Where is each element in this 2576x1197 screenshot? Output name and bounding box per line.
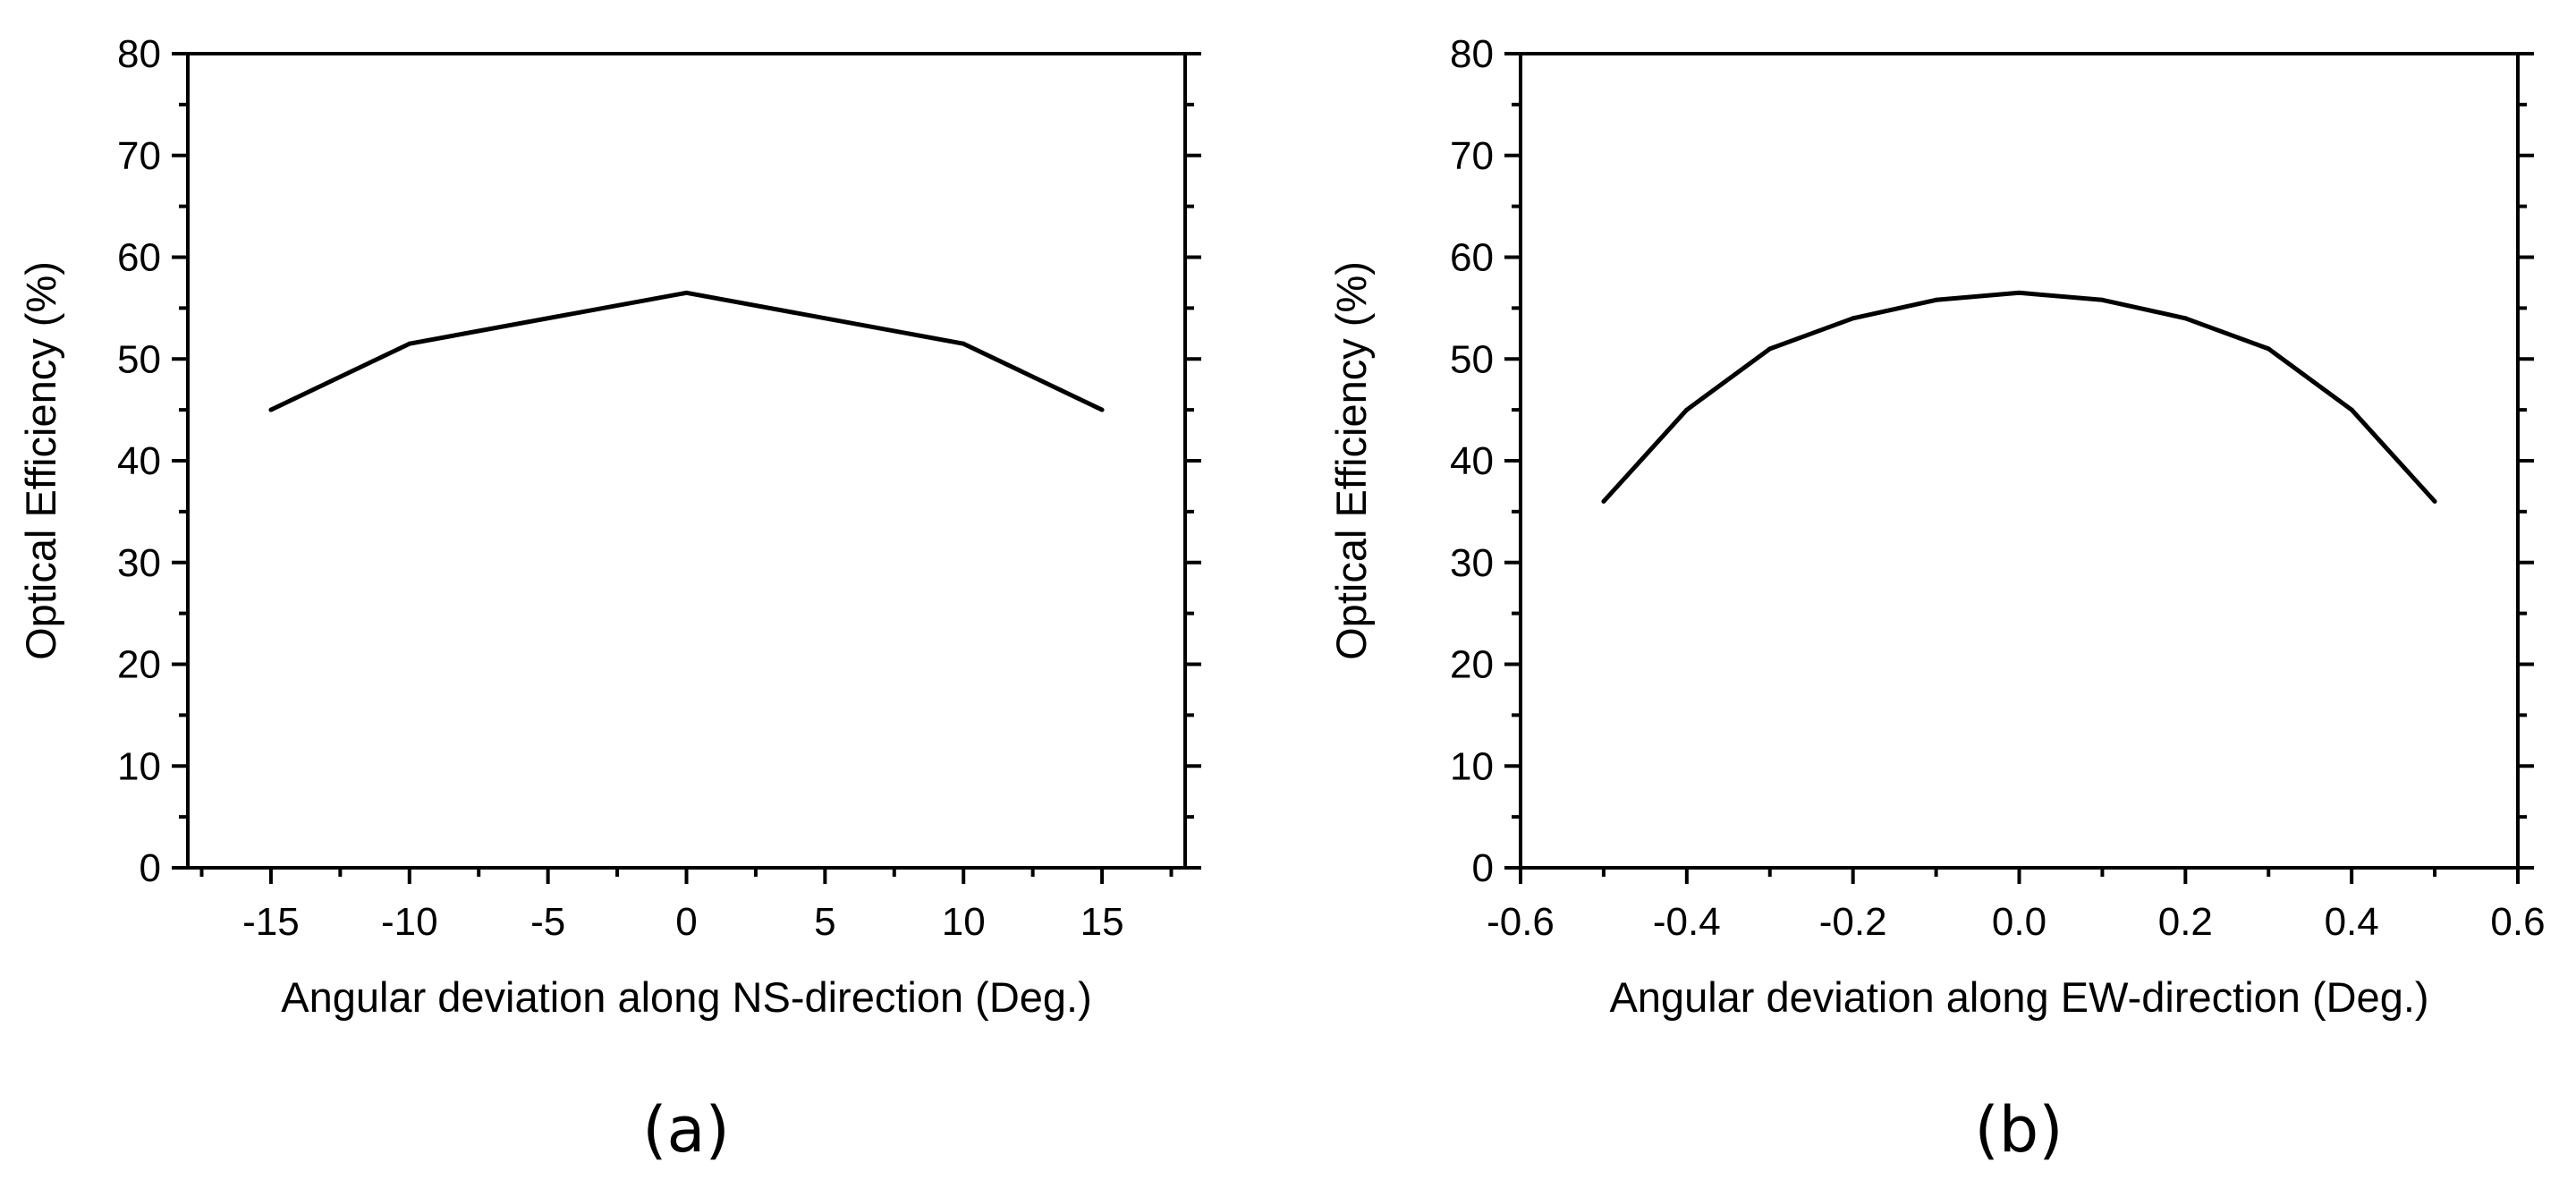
y-axis-label: Optical Efficiency (%) xyxy=(17,261,64,660)
x-tick-label: 0.6 xyxy=(2490,900,2545,944)
y-tick-label: 0 xyxy=(1472,846,1494,890)
x-tick-label: 15 xyxy=(1080,900,1124,944)
x-axis-label: Angular deviation along EW-direction (De… xyxy=(1609,973,2428,1021)
x-tick-label: 0 xyxy=(675,900,697,944)
y-tick-label: 0 xyxy=(140,846,161,890)
y-tick-label: 20 xyxy=(1450,643,1494,687)
data-point xyxy=(2432,499,2437,504)
x-axis-label: Angular deviation along NS-direction (De… xyxy=(281,973,1092,1021)
x-tick-label: 0.2 xyxy=(2158,900,2213,944)
y-tick-label: 50 xyxy=(1450,337,1494,381)
panel-label: (b) xyxy=(1974,1093,2063,1167)
data-point xyxy=(2349,407,2354,412)
data-point xyxy=(1684,407,1690,412)
y-tick-label: 80 xyxy=(1450,32,1494,76)
data-point xyxy=(2182,316,2188,321)
x-tick-label: 0.0 xyxy=(1992,900,2046,944)
y-tick-label: 10 xyxy=(1450,744,1494,788)
y-tick-label: 80 xyxy=(117,32,161,76)
data-point xyxy=(961,341,966,346)
x-tick-label: -15 xyxy=(242,900,300,944)
y-tick-label: 30 xyxy=(1450,541,1494,585)
data-point xyxy=(1099,407,1105,412)
data-point xyxy=(1601,499,1606,504)
x-tick-label: 5 xyxy=(814,900,835,944)
y-tick-label: 30 xyxy=(117,541,161,585)
y-tick-label: 60 xyxy=(117,236,161,280)
data-point xyxy=(2099,297,2105,302)
x-tick-label: -0.6 xyxy=(1487,900,1555,944)
y-tick-label: 70 xyxy=(117,134,161,178)
chart-panel-1: 0 10 20 30 40 50 60 70 80 -0.6 -0.4 -0.2 0.0 0.2 0.4 0.… xyxy=(1327,32,2546,1167)
x-tick-label: 0.4 xyxy=(2325,900,2379,944)
panel-label: (a) xyxy=(642,1093,730,1167)
data-point xyxy=(407,341,412,346)
chart-panel-0: 0 10 20 30 40 50 60 70 80 -15 -10 -5 0 5 10 15 Angular d… xyxy=(17,32,1201,1167)
y-tick-label: 20 xyxy=(117,643,161,687)
data-point xyxy=(268,407,274,412)
x-tick-label: -0.2 xyxy=(1819,900,1887,944)
data-point xyxy=(684,290,689,295)
data-point xyxy=(1767,346,1773,352)
y-tick-label: 10 xyxy=(117,744,161,788)
data-point xyxy=(2017,290,2021,295)
y-axis-label: Optical Efficiency (%) xyxy=(1327,261,1375,660)
x-tick-label: -10 xyxy=(381,900,438,944)
data-point xyxy=(1934,297,1939,302)
x-tick-label: -5 xyxy=(530,900,565,944)
y-tick-label: 60 xyxy=(1450,236,1494,280)
y-tick-label: 50 xyxy=(117,337,161,381)
x-tick-label: 10 xyxy=(942,900,986,944)
y-tick-label: 40 xyxy=(1450,439,1494,483)
data-point xyxy=(1851,316,1856,321)
y-tick-label: 40 xyxy=(117,439,161,483)
y-tick-label: 70 xyxy=(1450,134,1494,178)
data-point xyxy=(2266,346,2271,352)
x-tick-label: -0.4 xyxy=(1653,900,1721,944)
